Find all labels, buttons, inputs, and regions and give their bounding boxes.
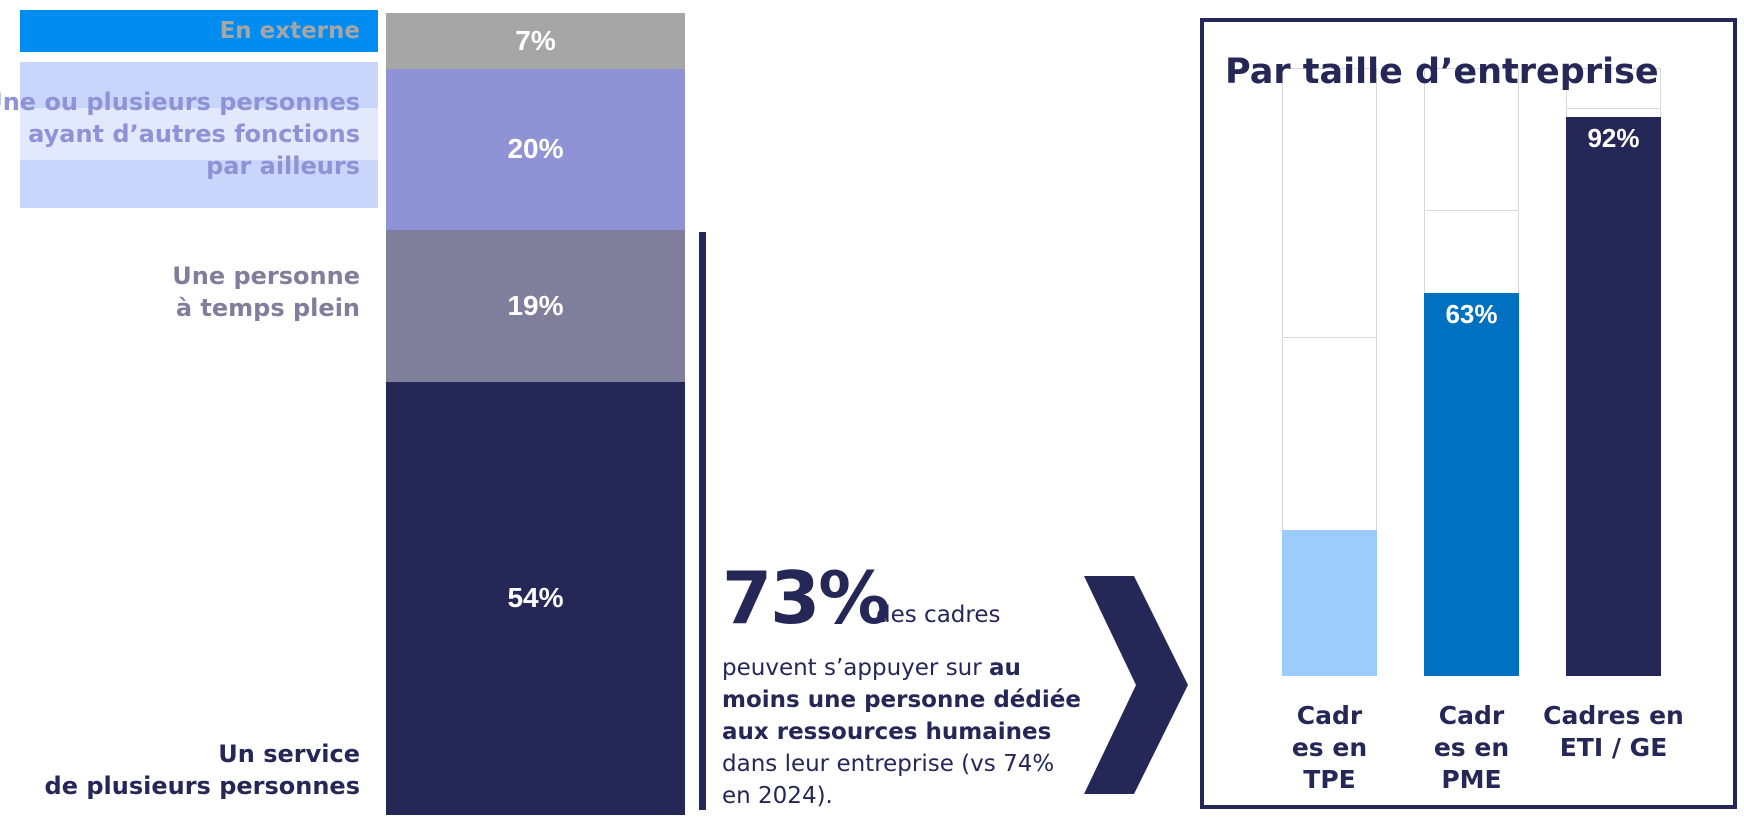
label-autres-fonctions: Une ou plusieurs personnes ayant d’autre… <box>0 86 360 182</box>
bar-divider-0 <box>1282 337 1377 338</box>
bar-value-label-2: 92% <box>1587 122 1640 153</box>
panel-par-taille <box>1200 18 1737 809</box>
label-en-externe: En externe <box>219 18 360 44</box>
highlight-text-bold: au moins une personne dédiée aux ressour… <box>722 655 1081 745</box>
bar-value-label-1: 63% <box>1445 298 1498 329</box>
segment-service-label: 54% <box>507 582 564 614</box>
bar-category-label-1: Cadres en PME <box>1433 701 1510 794</box>
bar-divider-1 <box>1424 210 1519 211</box>
bar-fill-1 <box>1424 292 1519 676</box>
label-service: Un service de plusieurs personnes <box>45 738 360 802</box>
segment-service: 54% <box>386 381 685 815</box>
bar-category-label-0: Cadres en TPE <box>1291 701 1368 794</box>
bar-fill-2 <box>1566 116 1661 676</box>
label-service-line1: Un service <box>218 740 360 768</box>
highlight-paragraph: peuvent s’appuyer sur au moins une perso… <box>722 652 1082 812</box>
segment-temps-plein: 19% <box>386 229 685 382</box>
bar-category-label-2: Cadres en ETI / GE <box>1543 701 1684 762</box>
label-autres-fonctions-line2: ayant d’autres fonctions <box>28 120 360 148</box>
legend-box-autres-fonctions-highlight <box>20 108 378 160</box>
label-temps-plein: Une personne à temps plein <box>172 260 360 324</box>
accent-line <box>699 232 706 810</box>
label-autres-fonctions-line1: Une ou plusieurs personnes <box>0 88 360 116</box>
label-temps-plein-line1: Une personne <box>172 262 360 290</box>
segment-externe: 7% <box>386 13 685 70</box>
highlight-text-after: dans leur entreprise (vs 74% en 2024). <box>722 751 1055 809</box>
segment-externe-label: 7% <box>515 25 556 57</box>
segment-autres-fonctions-label: 20% <box>507 133 564 165</box>
label-autres-fonctions-line3: par ailleurs <box>206 152 360 180</box>
segment-temps-plein-label: 19% <box>507 289 564 321</box>
legend-box-externe <box>20 10 378 52</box>
highlight-lead: des cadres <box>876 602 1001 628</box>
highlight-text-before: peuvent s’appuyer sur <box>722 655 982 681</box>
segment-autres-fonctions: 20% <box>386 69 685 230</box>
panel-title: Par taille d’entreprise <box>1225 52 1659 92</box>
bar-divider-2 <box>1566 108 1661 109</box>
highlight-value: 73% <box>722 556 890 640</box>
label-temps-plein-line2: à temps plein <box>175 294 360 322</box>
chevron-right-icon <box>1084 576 1188 794</box>
bar-fill-0 <box>1282 530 1377 676</box>
label-service-line2: de plusieurs personnes <box>44 772 360 800</box>
